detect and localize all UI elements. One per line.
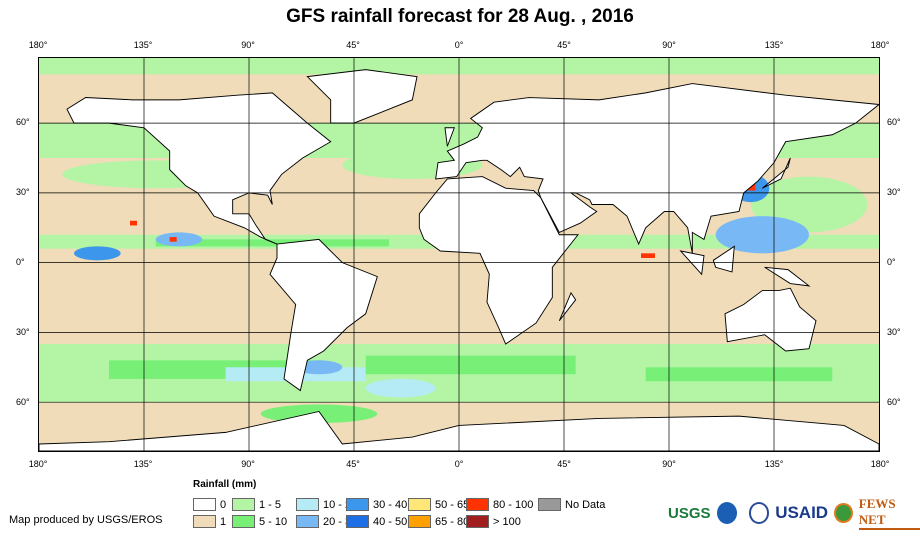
latitude-label: 30° [887,327,901,337]
logos: USGS USAID FEWS NET [668,496,920,530]
longitude-label: 45° [346,459,360,469]
legend-swatch [296,515,319,528]
longitude-label: 45° [346,40,360,50]
legend-label: > 100 [493,515,521,528]
longitude-label: 180° [28,40,48,50]
legend-swatch [346,515,369,528]
longitude-label: 135° [133,459,153,469]
longitude-label: 0° [454,459,464,469]
usgs-logo: USGS [668,504,711,522]
longitude-label: 180° [28,459,48,469]
legend-swatch [193,498,216,511]
usaid-logo: USAID [775,503,829,522]
longitude-label: 90° [241,40,255,50]
legend-swatch [408,498,431,511]
legend-swatch [466,498,489,511]
legend-label: 1 [220,515,227,528]
longitude-label: 180° [870,40,890,50]
legend-label: 0 [220,498,227,511]
longitude-label: 135° [764,459,784,469]
legend-swatch [232,498,255,511]
legend-swatch [232,515,255,528]
longitude-label: 135° [133,40,153,50]
legend-item: 50 - 65 [408,498,469,511]
graticule [39,57,879,451]
fewsnet-globe-icon [834,503,853,523]
legend-label: 5 - 10 [259,515,288,528]
legend-swatch [346,498,369,511]
legend-item: > 100 [466,515,521,528]
legend-swatch [193,515,216,528]
usaid-seal-icon [748,502,770,524]
legend-swatch [538,498,561,511]
latitude-label: 60° [887,117,901,127]
map-canvas [38,57,881,452]
credit-text: Map produced by USGS/EROS [9,514,163,526]
longitude-label: 90° [662,459,676,469]
legend-item: 40 - 50 [346,515,407,528]
noaa-logo-icon [716,502,737,524]
latitude-label: 30° [16,187,30,197]
legend-label: 40 - 50 [373,515,408,528]
legend-label: 50 - 65 [435,498,470,511]
legend-label: 65 - 80 [435,515,470,528]
latitude-label: 30° [16,327,30,337]
latitude-label: 0° [16,257,25,267]
legend-item: No Data [538,498,605,511]
latitude-label: 60° [16,397,30,407]
latitude-label: 30° [887,187,901,197]
map-title: GFS rainfall forecast for 28 Aug. , 2016 [286,6,634,27]
legend-item: 30 - 40 [346,498,407,511]
latitude-label: 60° [887,397,901,407]
legend-swatch [408,515,431,528]
legend-swatch [296,498,319,511]
legend-item: 65 - 80 [408,515,469,528]
legend-title: Rainfall (mm) [193,479,257,490]
longitude-label: 0° [454,40,464,50]
legend-item: 5 - 10 [232,515,287,528]
legend-label: 1 - 5 [259,498,282,511]
legend-label: No Data [565,498,606,511]
legend-item: 1 - 5 [232,498,281,511]
latitude-label: 0° [887,257,896,267]
legend-item: 0 [193,498,226,511]
legend-label: 30 - 40 [373,498,408,511]
longitude-label: 90° [241,459,255,469]
legend-item: 80 - 100 [466,498,533,511]
latitude-label: 60° [16,117,30,127]
legend-swatch [466,515,489,528]
fewsnet-logo: FEWS NET [858,496,920,530]
longitude-label: 45° [557,40,571,50]
longitude-label: 90° [662,40,676,50]
longitude-label: 135° [764,40,784,50]
legend-item: 1 [193,515,226,528]
rainfall-map [38,57,881,452]
legend-label: 80 - 100 [493,498,534,511]
longitude-label: 45° [557,459,571,469]
longitude-label: 180° [870,459,890,469]
